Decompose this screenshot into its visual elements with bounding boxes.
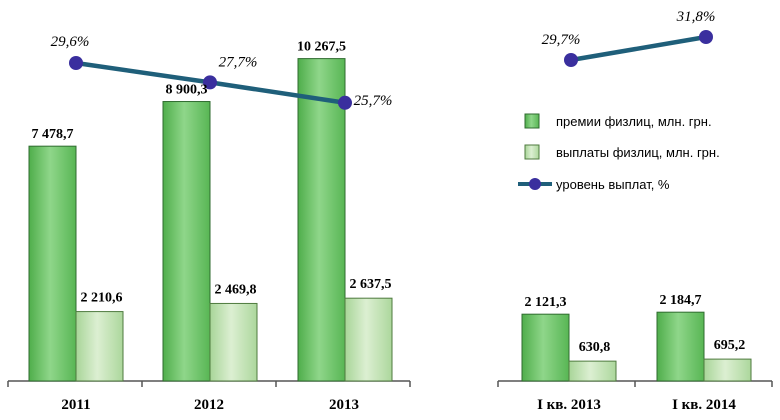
line-series-payout-level (570, 34, 707, 63)
data-label-payout-level: 25,7% (354, 93, 393, 109)
bar-premiums (162, 101, 211, 382)
data-label-payouts: 2 637,5 (350, 277, 392, 292)
bar-premiums (297, 58, 346, 382)
bar-payouts (703, 358, 752, 382)
legend: премии физлиц, млн. грн. выплаты физлиц,… (518, 113, 720, 192)
bar-payouts (568, 360, 617, 382)
legend-swatch-premiums (524, 113, 540, 129)
line-layer (69, 30, 713, 110)
line-marker (699, 30, 713, 44)
legend-label-level: уровень выплат, % (556, 177, 670, 192)
data-label-payout-level: 29,6% (51, 34, 90, 50)
legend-swatch-marker (529, 178, 541, 190)
bar-payouts (75, 311, 124, 382)
data-label-premiums: 8 900,3 (166, 83, 208, 98)
line-marker (564, 53, 578, 67)
bar-premiums (521, 313, 570, 382)
bar-layer (28, 58, 752, 382)
bar-premiums (656, 311, 705, 382)
bar-payouts (209, 302, 258, 382)
bar-payouts (344, 297, 393, 382)
legend-label-payouts: выплаты физлиц, млн. грн. (556, 145, 720, 160)
line-marker (69, 56, 83, 70)
data-label-payouts: 2 469,8 (215, 282, 257, 297)
category-label: I кв. 2013 (537, 397, 601, 413)
category-label: 2012 (194, 397, 224, 413)
data-label-premiums: 2 121,3 (525, 295, 567, 310)
data-label-payout-level: 29,7% (542, 32, 581, 48)
legend-label-premiums: премии физлиц, млн. грн. (556, 114, 712, 129)
category-label: 2013 (329, 397, 359, 413)
data-label-premiums: 2 184,7 (660, 293, 702, 308)
line-marker (203, 75, 217, 90)
label-layer: 7 478,7 2 210,6 2011 8 900,3 2 469,8 2012 10 2… (32, 9, 746, 413)
category-label: I кв. 2014 (672, 397, 736, 413)
data-label-payout-level: 27,7% (219, 54, 258, 70)
data-label-payouts: 630,8 (579, 340, 611, 355)
tick-layer (7, 381, 773, 387)
data-label-premiums: 10 267,5 (297, 40, 346, 55)
data-label-payout-level: 31,8% (676, 9, 716, 25)
line-marker (338, 95, 352, 110)
category-label: 2011 (61, 397, 90, 413)
data-label-payouts: 2 210,6 (81, 291, 123, 306)
data-label-payouts: 695,2 (714, 338, 746, 353)
bar-premiums (28, 145, 77, 382)
legend-swatch-payouts (524, 144, 540, 160)
data-label-premiums: 7 478,7 (32, 127, 74, 142)
